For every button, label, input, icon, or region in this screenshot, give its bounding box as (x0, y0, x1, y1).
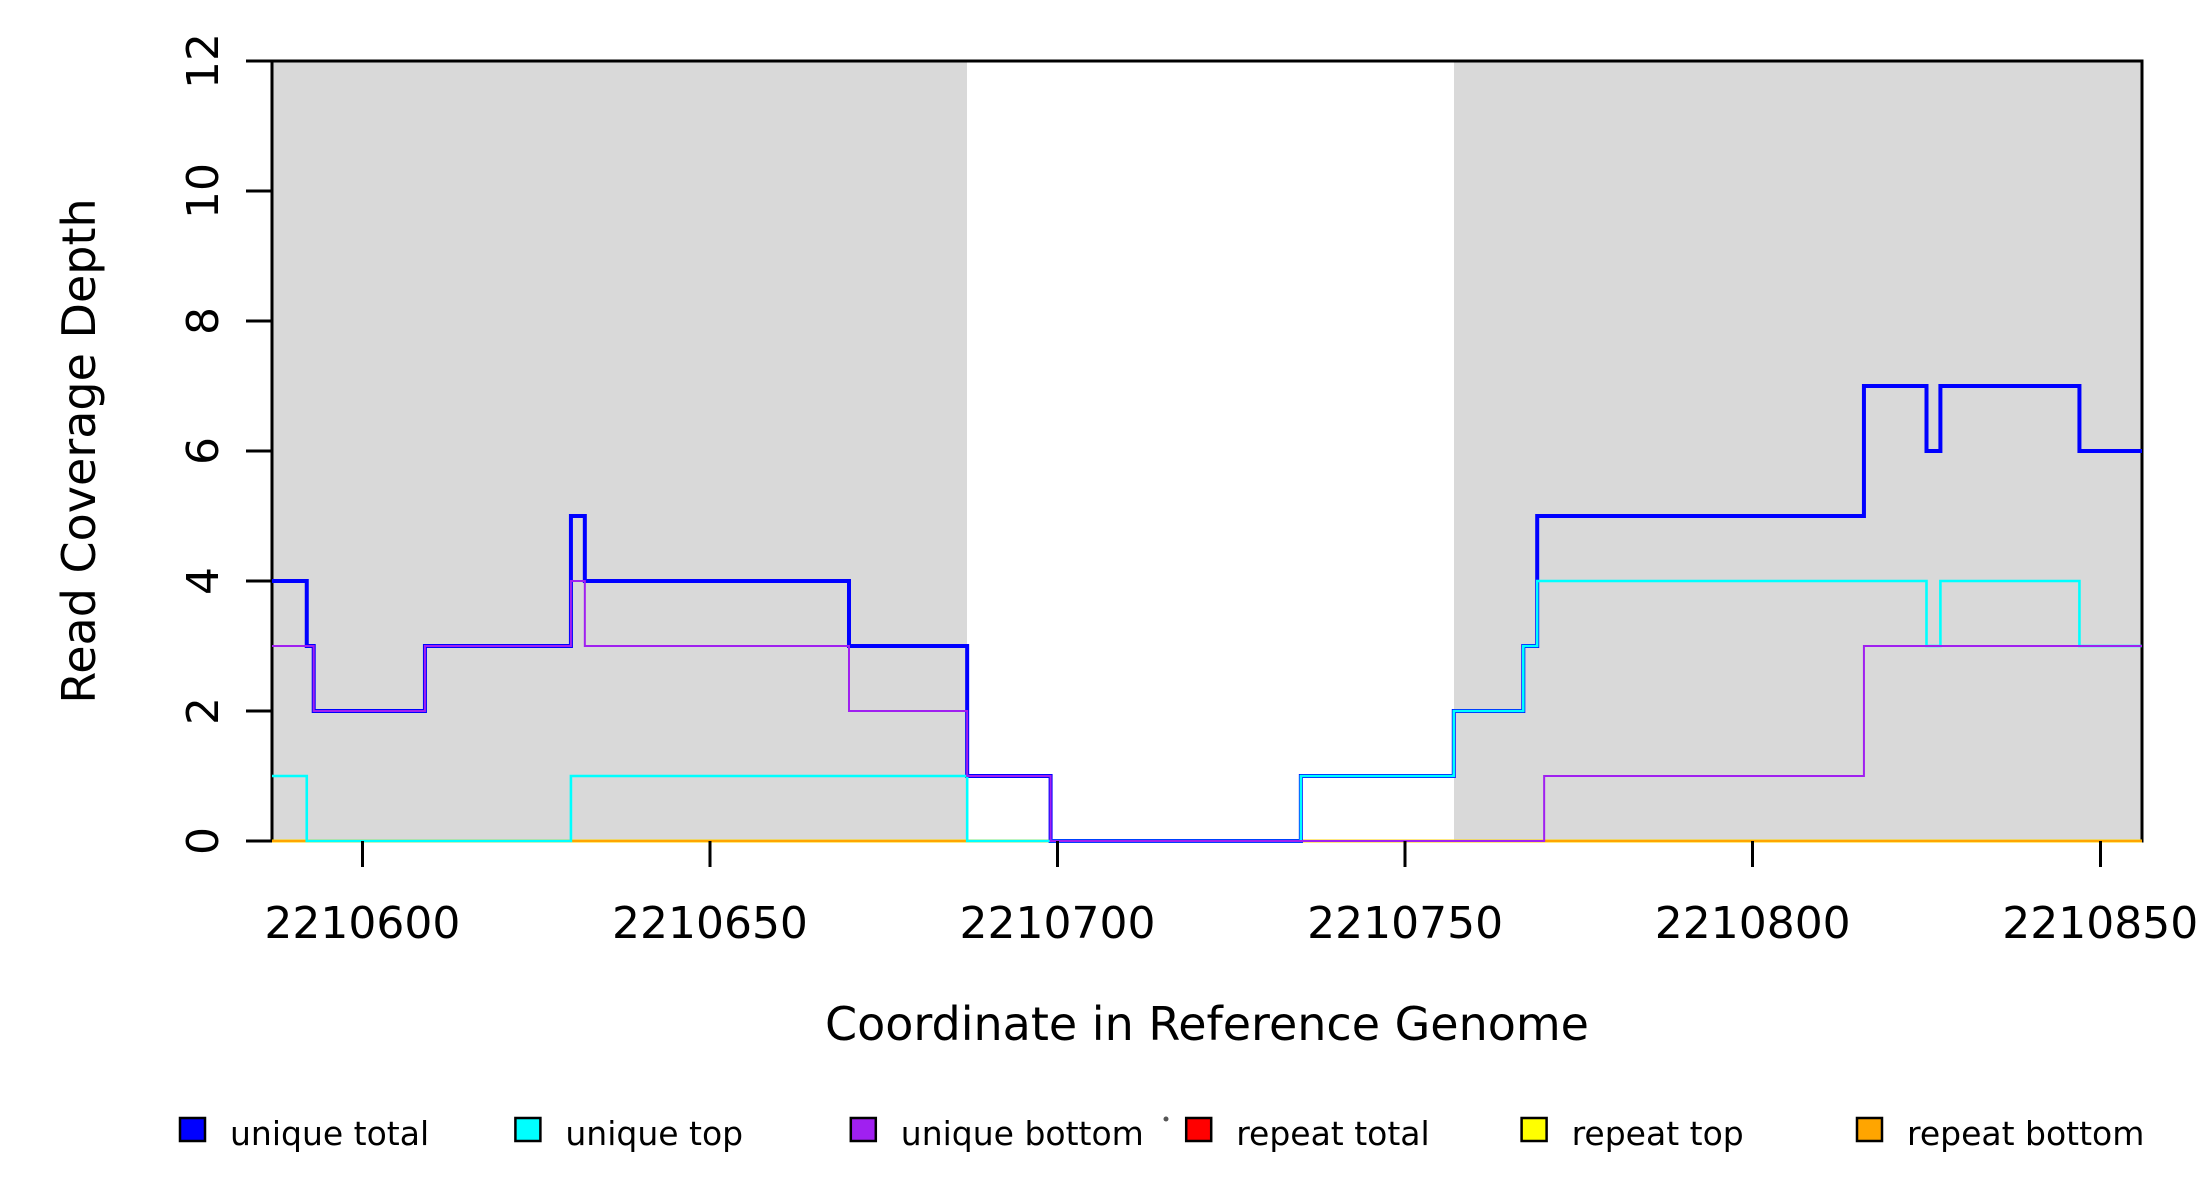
legend-item-repeat-total: repeat total (1184, 1114, 1430, 1153)
legend-swatch-repeat-total (1184, 1116, 1213, 1143)
legend-label-repeat-total: repeat total (1236, 1114, 1430, 1153)
y-axis-title: Read Coverage Depth (52, 198, 106, 703)
legend-swatch-unique-top (514, 1116, 542, 1143)
tick-label-layer: 2210600 2210650 2210700 2210750 2210800 22108… (178, 33, 2198, 949)
y-tick-label: 0 (178, 827, 229, 855)
y-tick-label: 6 (178, 437, 229, 465)
series-layer (272, 384, 2142, 843)
y-tick-label: 8 (178, 307, 229, 335)
legend-swatch-repeat-top (1520, 1116, 1548, 1143)
legend-item-repeat-bottom: repeat bottom (1855, 1114, 2144, 1153)
x-tick-label: 2210800 (1655, 898, 1851, 949)
annotation-layer (1163, 1116, 1169, 1122)
legend: unique total unique top unique bottom repea… (178, 1114, 2144, 1153)
legend-item-unique-bottom: unique bottom (849, 1114, 1144, 1153)
legend-item-unique-top: unique top (514, 1114, 743, 1153)
series-line-unique-top (272, 579, 2142, 843)
x-tick-label: 2210600 (264, 898, 460, 949)
series-line-unique-bottom (272, 580, 2142, 842)
repeat-region-shading-layer (272, 61, 2142, 841)
legend-label-unique-bottom: unique bottom (901, 1114, 1144, 1153)
legend-label-repeat-bottom: repeat bottom (1907, 1114, 2144, 1153)
tick-layer (246, 59, 2102, 867)
stray-dot (1163, 1116, 1169, 1122)
legend-label-unique-top: unique top (565, 1114, 743, 1153)
repeat-region-left (272, 61, 968, 841)
repeat-region-right (1453, 61, 2142, 841)
x-tick-label: 2210700 (960, 898, 1156, 949)
legend-swatch-unique-total (178, 1116, 207, 1143)
x-tick-label: 2210850 (2002, 898, 2198, 949)
y-tick-label: 10 (178, 163, 229, 219)
legend-label-repeat-top: repeat top (1572, 1114, 1744, 1153)
x-tick-label: 2210650 (612, 898, 808, 949)
legend-swatch-unique-bottom (849, 1116, 878, 1143)
y-tick-label: 2 (178, 697, 229, 725)
legend-item-repeat-top: repeat top (1520, 1114, 1744, 1153)
x-axis-title: Coordinate in Reference Genome (825, 997, 1589, 1051)
legend-item-unique-total: unique total (178, 1114, 429, 1153)
y-tick-label: 4 (178, 567, 229, 595)
legend-swatch-repeat-bottom (1855, 1116, 1884, 1143)
legend-label-unique-total: unique total (230, 1114, 429, 1153)
x-tick-label: 2210750 (1307, 898, 1503, 949)
y-tick-label: 12 (178, 33, 229, 89)
